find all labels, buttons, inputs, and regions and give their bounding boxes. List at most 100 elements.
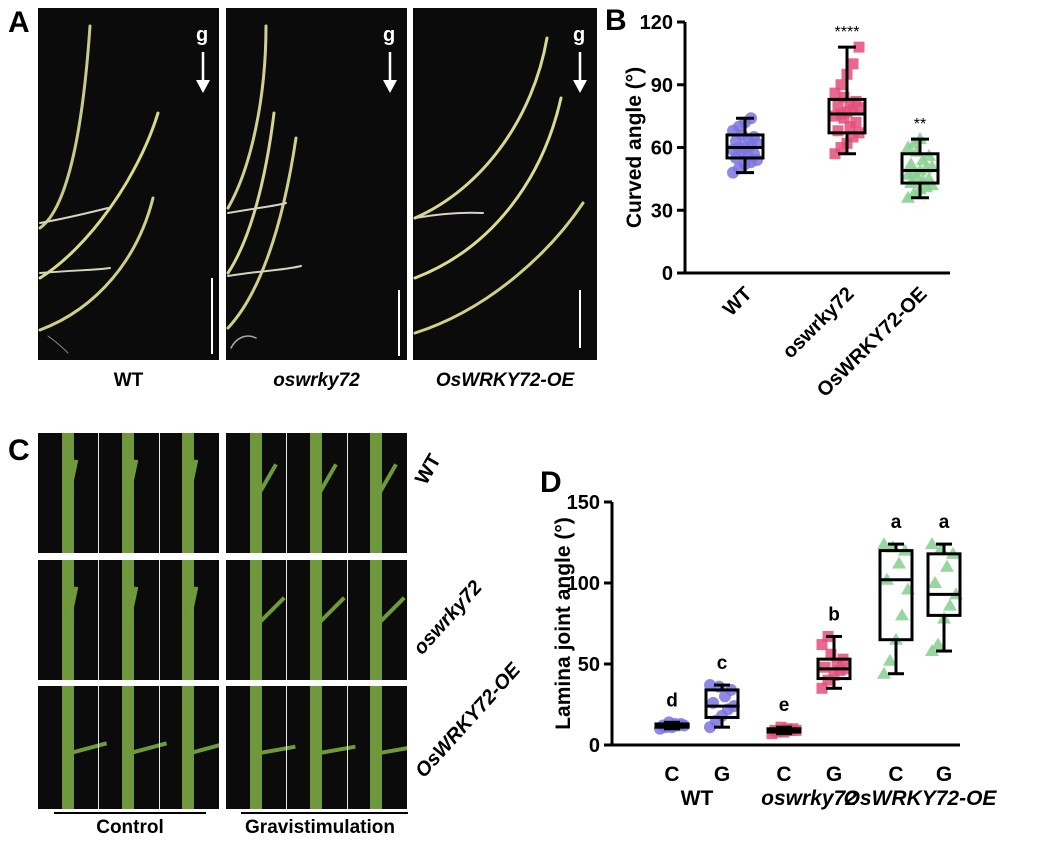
box-OsWRKY72-OE <box>900 152 940 185</box>
data-point-OsWRKY72-OE <box>901 190 915 203</box>
data-point-oswrky72 <box>847 131 859 143</box>
group-letter: a <box>939 512 950 533</box>
data-point-OsWRKY72-OE-C <box>895 608 909 621</box>
data-point-oswrky72 <box>835 79 847 91</box>
photo-seedling-oe: g <box>413 8 597 360</box>
group-letter: b <box>828 604 840 625</box>
photo-divider <box>286 560 288 680</box>
y-tick-label: 150 <box>567 492 600 514</box>
y-tick-label: 100 <box>567 573 600 595</box>
data-point-OsWRKY72-OE-C <box>877 537 891 550</box>
caption-oe: OsWRKY72-OE <box>435 370 575 391</box>
data-point-oswrky72 <box>847 104 859 116</box>
data-point-OsWRKY72-OE <box>907 186 921 199</box>
data-point-oswrky72-G <box>825 648 837 660</box>
y-tick-label: 60 <box>651 138 673 160</box>
data-point-oswrky72 <box>829 110 841 122</box>
data-point-oswrky72-G <box>834 664 846 676</box>
photo-divider <box>98 686 100 809</box>
x-tick-label: oswrky72 <box>779 283 859 363</box>
row-label-oswrky72: oswrky72 <box>409 576 487 660</box>
data-point-oswrky72 <box>853 102 865 114</box>
seedling-drawing-oe <box>413 36 585 348</box>
data-point-OsWRKY72-OE <box>904 157 918 170</box>
panel-a-letter: A <box>8 6 30 39</box>
photo-divider <box>158 686 160 809</box>
data-point-OsWRKY72-OE-G <box>925 537 939 550</box>
genotype-label: WT <box>681 787 714 810</box>
data-point-OsWRKY72-OE <box>925 159 939 172</box>
group-letter: a <box>891 512 902 533</box>
data-point-OsWRKY72-OE <box>922 171 936 184</box>
photo-divider <box>286 433 288 553</box>
data-point-OsWRKY72-OE <box>916 153 930 166</box>
data-point-OsWRKY72-OE-C <box>877 666 891 679</box>
panel-b-letter: B <box>605 4 627 37</box>
chart-d: D 0 50 100 150 Lamina joint angle (°) d c e b a a C… <box>540 466 998 810</box>
photo-divider <box>346 560 348 680</box>
data-point-oswrky72 <box>850 116 862 128</box>
x-tick-label: WT <box>719 283 757 321</box>
photo-divider <box>286 686 288 809</box>
significance-label: ** <box>914 116 926 133</box>
photo-divider <box>158 433 160 553</box>
caption-oswrky72: oswrky72 <box>273 370 360 391</box>
control-bracket <box>54 812 206 814</box>
group-label-gravistimulation: Gravistimulation <box>245 817 395 838</box>
panel-d-letter: D <box>540 466 562 499</box>
gravi-bracket <box>241 812 408 814</box>
data-point-oswrky72 <box>850 95 862 107</box>
data-point-OsWRKY72-OE-C <box>883 653 897 666</box>
data-point-oswrky72 <box>832 100 844 112</box>
data-point-oswrky72 <box>835 142 847 153</box>
data-point-oswrky72-G <box>828 669 840 681</box>
gravity-arrow-icon <box>383 52 397 93</box>
genotype-label: OsWRKY72-OE <box>844 787 998 810</box>
gravity-arrow-icon <box>196 52 210 93</box>
y-tick-label: 120 <box>640 12 673 34</box>
group-letter: e <box>779 695 790 716</box>
panel-c-letter: C <box>8 434 30 467</box>
photo-lamina-joint <box>38 686 219 809</box>
x-tick-label: G <box>714 763 730 786</box>
data-point-oswrky72-G <box>816 639 828 651</box>
x-tick-label: C <box>664 763 679 786</box>
photo-lamina-joint <box>38 560 219 680</box>
data-point-oswrky72-G <box>816 682 828 694</box>
data-point-OsWRKY72-OE-C <box>892 556 906 569</box>
y-tick-label: 50 <box>578 654 600 676</box>
photo-lamina-joint <box>226 686 407 809</box>
y-axis-label: Curved angle (°) <box>623 67 646 228</box>
photo-seedling-oswrky72: g <box>226 8 407 360</box>
y-tick-label: 90 <box>651 75 673 97</box>
photo-divider <box>346 686 348 809</box>
gravity-label: g <box>196 24 209 46</box>
seedling-drawing-wt <box>38 24 213 354</box>
photo-divider <box>346 433 348 553</box>
group-letter: d <box>666 690 678 711</box>
photo-lamina-joint <box>38 433 219 553</box>
photo-seedling-wt: g <box>38 8 219 360</box>
y-tick-label: 30 <box>651 200 673 222</box>
gravity-arrow-icon <box>573 52 587 93</box>
data-point-oswrky72 <box>829 87 841 99</box>
data-point-OsWRKY72-OE-G <box>943 598 957 611</box>
box-oswrky72 <box>827 97 867 135</box>
data-point-oswrky72-G <box>831 658 843 670</box>
genotype-label: oswrky72 <box>761 787 857 810</box>
caption-wt: WT <box>113 370 144 391</box>
data-point-oswrky72 <box>844 98 856 110</box>
box-OsWRKY72-OE-C <box>878 549 914 642</box>
photo-lamina-joint <box>226 433 407 553</box>
data-point-OsWRKY72-OE-G <box>940 559 954 572</box>
gravity-label: g <box>383 24 396 46</box>
x-tick-label: C <box>776 763 791 786</box>
data-point-OsWRKY72-OE-G <box>928 576 942 588</box>
data-point-WT <box>748 131 760 144</box>
significance-label: **** <box>835 24 860 41</box>
data-point-oswrky72 <box>838 91 850 103</box>
data-point-oswrky72 <box>853 41 865 53</box>
data-point-oswrky72 <box>844 121 856 133</box>
x-tick-label: G <box>826 763 842 786</box>
